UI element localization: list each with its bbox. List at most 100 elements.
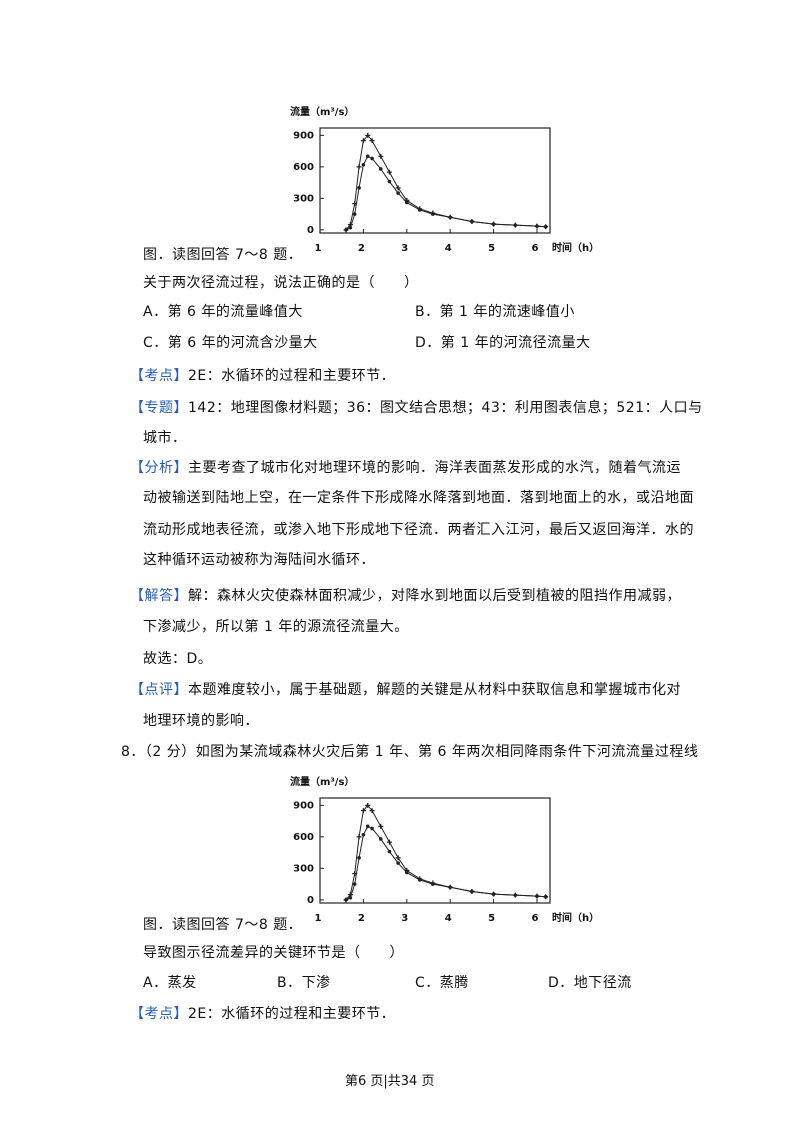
note-line: 地理环境的影响． (143, 711, 259, 731)
data-point (404, 870, 409, 875)
note-text: 本题难度较小，属于基础题，解题的关键是从材料中获取信息和掌握城市化对 (188, 682, 681, 698)
question-stem: 8．（2 分）如图为某流域森林火灾后第 1 年、第 6 年两次相同降雨条件下河流… (121, 744, 699, 760)
data-point (543, 224, 548, 229)
note-line: 故选：D。 (143, 649, 212, 669)
note-text: 142：地理图像材料题；36：图文结合思想；43：利用图表信息；521：人口与 (188, 400, 703, 416)
note-line: 动被输送到陆地上空，在一定条件下形成降水降落到地面．落到地面上的水，或沿地面 (143, 488, 694, 508)
data-point (378, 823, 384, 829)
y-tick-label: 300 (293, 863, 314, 874)
data-point (386, 839, 392, 845)
caption: 图．读图回答 7～8 题． (143, 917, 303, 933)
data-point (396, 191, 400, 195)
data-point (543, 894, 548, 899)
data-point (395, 185, 401, 191)
footer: 第6 页|共34 页 (345, 1074, 435, 1089)
note-line: 【考点】2E：水循环的过程和主要环节． (130, 1004, 395, 1024)
data-point (357, 186, 361, 190)
data-point (387, 849, 392, 854)
note-text: 故选：D。 (143, 651, 213, 667)
option: D．第 1 年的河流径流量大 (415, 335, 591, 351)
data-point (386, 169, 392, 175)
x-tick-label: 3 (401, 243, 408, 254)
series-line (345, 804, 546, 901)
data-point (344, 898, 348, 902)
note-text: 这种循环运动被称为海陆间水循环． (143, 552, 375, 568)
data-point (370, 826, 374, 831)
note-tag: 【分析】 (130, 460, 188, 476)
data-point (360, 138, 366, 144)
x-tick-label: 1 (315, 913, 322, 924)
option: B．第 1 年的流速峰值小 (415, 304, 575, 320)
data-point (352, 212, 357, 216)
option: D．地下径流 (548, 975, 632, 991)
x-axis-label: 时间（h） (552, 241, 599, 254)
option: C．蒸腾 (415, 975, 469, 991)
x-tick-label: 5 (488, 243, 495, 254)
note-tag: 【解答】 (130, 588, 188, 604)
note-text: 主要考查了城市化对地理环境的影响．海洋表面蒸发形成的水汽，随着气流运 (188, 460, 681, 476)
note-line: 【专题】142：地理图像材料题；36：图文结合思想；43：利用图表信息；521：… (130, 398, 703, 418)
note-text: 城市． (143, 430, 187, 446)
note-tag: 【点评】 (130, 682, 188, 698)
note-text: 流动形成地表径流，或渗入地下形成地下径流．两者汇入江河，最后又返回海洋．水的 (143, 522, 694, 538)
data-point (365, 132, 371, 138)
x-tick-label: 3 (401, 913, 408, 924)
data-point (535, 894, 539, 898)
data-point (344, 228, 348, 232)
note-line: 【分析】主要考查了城市化对地理环境的影响．海洋表面蒸发形成的水汽，随着气流运 (130, 458, 681, 478)
note-line: 流动形成地表径流，或渗入地下形成地下径流．两者汇入江河，最后又返回海洋．水的 (143, 520, 694, 540)
y-tick-label: 300 (293, 193, 314, 204)
data-point (418, 878, 422, 882)
data-point (352, 882, 357, 886)
series-line (345, 134, 546, 231)
caption: 图．读图回答 7～8 题． (143, 247, 303, 263)
y-tick-label: 0 (307, 225, 314, 236)
data-point (348, 895, 353, 900)
data-point (418, 208, 422, 212)
data-point (396, 861, 400, 865)
data-point (365, 802, 371, 808)
question: 关于两次径流过程，说法正确的是（ ） (143, 275, 419, 291)
note-text: 解：森林火灾使森林面积减少，对降水到地面以后受到植被的阻挡作用减弱， (188, 588, 681, 604)
data-point (470, 889, 474, 894)
data-point (369, 808, 375, 814)
x-tick-label: 1 (315, 243, 322, 254)
data-point (369, 138, 375, 144)
data-point (491, 222, 496, 226)
note-tag: 【考点】 (130, 368, 188, 384)
data-point (378, 153, 384, 159)
data-point (431, 882, 435, 886)
y-tick-label: 900 (293, 130, 314, 141)
data-point (513, 223, 518, 227)
data-point (387, 179, 392, 184)
series-line (345, 155, 546, 231)
option: A．蒸发 (143, 975, 197, 991)
data-point (535, 224, 539, 228)
note-line: 【考点】2E：水循环的过程和主要环节． (130, 366, 395, 386)
y-tick-label: 0 (307, 895, 314, 906)
data-point (361, 162, 366, 167)
option: C．第 6 年的河流含沙量大 (143, 335, 318, 351)
y-axis-label: 流量（m³/s） (290, 105, 354, 118)
data-point (370, 156, 374, 161)
note-text: 地理环境的影响． (143, 713, 259, 729)
x-tick-label: 2 (358, 913, 365, 924)
data-point (395, 855, 401, 861)
option: B．下渗 (277, 975, 331, 991)
data-point (360, 808, 366, 814)
data-point (365, 824, 370, 829)
x-tick-label: 4 (445, 243, 452, 254)
y-tick-label: 600 (293, 162, 314, 173)
data-point (513, 893, 518, 897)
y-tick-label: 600 (293, 832, 314, 843)
x-axis-label: 时间（h） (552, 911, 599, 924)
data-point (365, 154, 370, 159)
data-point (404, 200, 409, 205)
note-line: 【点评】本题难度较小，属于基础题，解题的关键是从材料中获取信息和掌握城市化对 (130, 680, 681, 700)
data-point (431, 212, 435, 216)
note-line: 这种循环运动被称为海陆间水循环． (143, 550, 375, 570)
figure: 流量（m³/s） 时间（h） 0 300 600 900 1 2 3 4 5 6 (290, 775, 599, 924)
note-tag: 【考点】 (130, 1006, 188, 1022)
x-tick-label: 5 (488, 913, 495, 924)
